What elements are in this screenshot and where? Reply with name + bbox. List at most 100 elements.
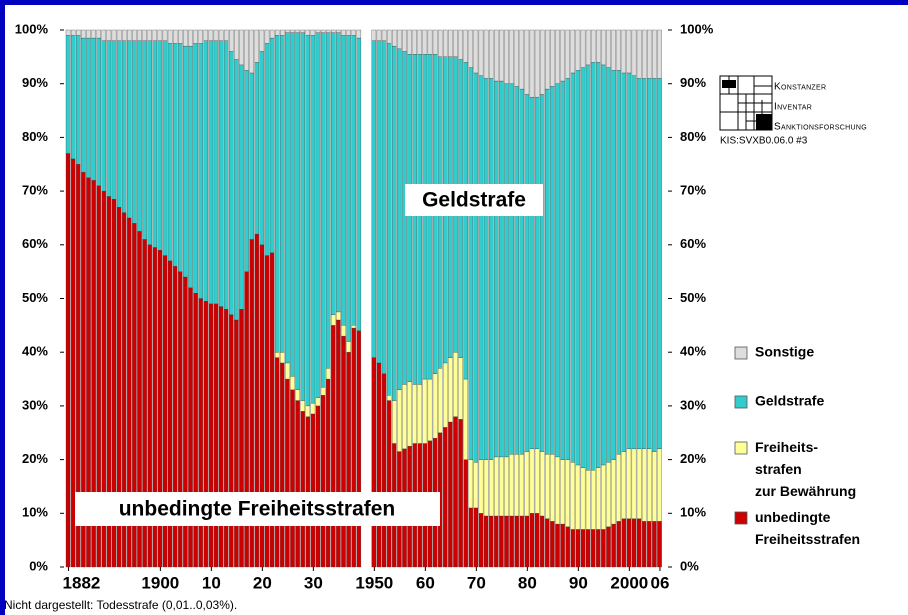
bar-segment <box>274 352 280 358</box>
bar-segment <box>183 45 188 278</box>
bar-segment <box>601 29 606 66</box>
bar-segment <box>488 78 494 460</box>
bar-segment <box>514 86 519 455</box>
bar-segment <box>504 83 509 458</box>
bar-segment <box>412 29 417 55</box>
bar-segment <box>626 448 632 519</box>
bar-segment <box>478 513 484 568</box>
bar-segment <box>315 32 321 398</box>
bar-segment <box>437 29 443 58</box>
bar-segment <box>320 29 326 33</box>
bar-segment <box>402 29 407 52</box>
bar-segment <box>590 29 596 63</box>
bar-segment <box>351 327 356 568</box>
bar-segment <box>417 29 423 55</box>
bar-segment <box>331 29 336 33</box>
bar-segment <box>641 521 647 568</box>
bar-segment <box>560 459 565 525</box>
bar-segment <box>524 94 530 452</box>
bar-segment <box>468 67 474 460</box>
bar-segment <box>545 29 550 90</box>
bar-segment <box>213 40 219 305</box>
bar-segment <box>381 40 387 374</box>
bar-segment <box>356 330 362 568</box>
bar-segment <box>402 384 407 450</box>
bar-segment <box>473 29 479 74</box>
bar-segment <box>325 29 331 33</box>
bar-segment <box>606 462 611 527</box>
bar-segment <box>509 83 514 455</box>
bar-segment <box>76 29 81 36</box>
bar-segment <box>468 507 474 568</box>
bar-segment <box>320 386 326 396</box>
bar-segment <box>575 464 581 530</box>
bar-segment <box>657 78 662 450</box>
bar-segment <box>65 153 71 568</box>
bar-segment <box>407 381 412 447</box>
bar-segment <box>101 40 107 192</box>
bar-segment <box>580 467 586 530</box>
bar-segment <box>432 29 438 55</box>
bar-segment <box>621 29 627 74</box>
bar-segment <box>519 88 525 455</box>
bar-segment <box>509 454 514 517</box>
bar-segment <box>641 78 647 450</box>
y-tick-label: 80% <box>22 129 48 144</box>
bar-segment <box>570 529 576 568</box>
bar-segment <box>137 40 142 232</box>
bar-segment <box>351 35 356 326</box>
y2-tick-label: 80% <box>680 129 706 144</box>
bar-segment <box>137 29 142 41</box>
bar-segment <box>392 29 397 47</box>
bar-segment <box>412 54 417 385</box>
bar-segment <box>290 32 295 377</box>
y-tick-label: 40% <box>22 344 48 359</box>
bar-segment <box>336 32 341 313</box>
bar-segment <box>280 352 285 364</box>
bar-segment <box>300 32 305 401</box>
bar-segment <box>310 29 316 36</box>
bar-segment <box>596 62 601 468</box>
bar-segment <box>371 29 377 41</box>
bar-segment <box>488 459 494 517</box>
bar-segment <box>483 459 489 517</box>
bar-segment <box>259 51 265 245</box>
bar-segment <box>514 515 519 568</box>
bar-segment <box>560 80 565 460</box>
x-tick-label: 30 <box>304 573 323 592</box>
bar-segment <box>172 43 178 267</box>
y-tick-label: 70% <box>22 183 48 198</box>
bar-segment <box>631 448 637 519</box>
bar-segment <box>606 526 611 568</box>
bar-segment <box>264 43 270 256</box>
bar-segment <box>636 448 642 519</box>
bar-segment <box>427 29 433 55</box>
bar-segment <box>331 32 336 315</box>
bar-segment <box>453 352 458 417</box>
bar-segment <box>647 78 652 450</box>
legend-label: Sonstige <box>755 344 814 360</box>
bar-segment <box>106 29 112 41</box>
bar-segment <box>473 462 479 509</box>
bar-segment <box>229 51 234 315</box>
bar-segment <box>534 96 540 450</box>
legend-swatch <box>734 395 748 409</box>
bar-segment <box>81 29 86 39</box>
bar-segment <box>596 467 601 530</box>
annotation-box <box>405 184 543 216</box>
bar-segment <box>249 29 254 74</box>
bar-segment <box>346 29 351 36</box>
y-tick-label: 10% <box>22 505 48 520</box>
x-tick-label: 06 <box>650 573 669 592</box>
bar-segment <box>325 32 331 369</box>
bar-segment <box>203 40 209 302</box>
x-tick-label: 1950 <box>355 573 393 592</box>
bar-segment <box>101 29 107 41</box>
x-tick-label: 1900 <box>141 573 179 592</box>
bar-segment <box>346 352 351 568</box>
bar-segment <box>590 62 596 471</box>
bar-segment <box>463 459 468 568</box>
bar-segment <box>478 29 484 76</box>
bar-segment <box>132 29 137 41</box>
